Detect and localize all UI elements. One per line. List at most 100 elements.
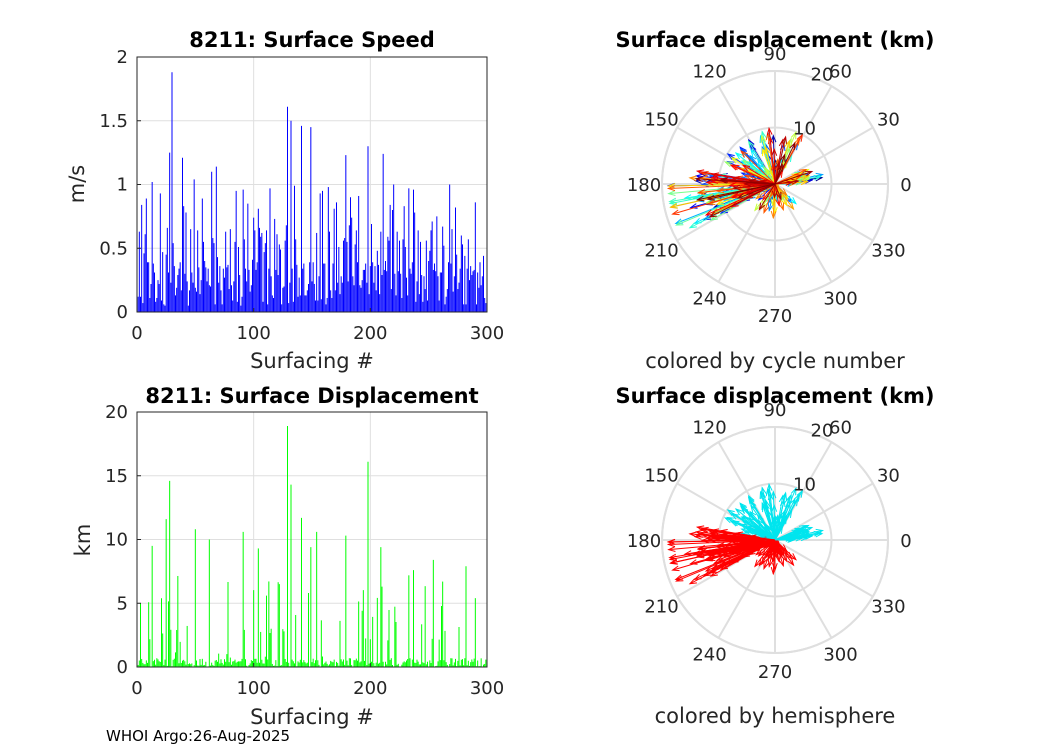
polar-hemisphere-vectors bbox=[666, 482, 825, 585]
polar-hemisphere-angle-label: 60 bbox=[829, 418, 852, 439]
polar-hemisphere-vector bbox=[774, 509, 786, 541]
polar-hemisphere-radius-label: 20 bbox=[810, 421, 833, 442]
speed-chart-title: 8211: Surface Speed bbox=[189, 28, 435, 52]
displacement-y-tick-label: 10 bbox=[105, 530, 128, 551]
polar-hemisphere-vector bbox=[758, 539, 776, 567]
polar-cycle-angle-label: 270 bbox=[758, 306, 792, 327]
polar-cycle-vector bbox=[774, 153, 786, 185]
polar-cycle-angle-label: 120 bbox=[692, 62, 726, 83]
polar-cycle-vector bbox=[765, 168, 776, 185]
polar-hemisphere-vector bbox=[774, 525, 808, 541]
polar-cycle-vector bbox=[774, 183, 788, 196]
polar-hemisphere-vector bbox=[774, 539, 788, 552]
polar-cycle-vector bbox=[774, 183, 782, 201]
speed-y-tick-label: 1 bbox=[117, 175, 128, 196]
speed-y-tick-label: 0.5 bbox=[99, 238, 128, 259]
polar-cycle-vector bbox=[741, 159, 776, 185]
polar-hemisphere-vector bbox=[763, 539, 776, 570]
polar-hemisphere-angle-label: 240 bbox=[692, 644, 726, 665]
displacement-bars bbox=[137, 426, 488, 667]
polar-cycle-vector bbox=[729, 164, 776, 185]
polar-hemisphere-vector bbox=[762, 503, 776, 541]
speed-y-tick-label: 2 bbox=[117, 47, 128, 68]
polar-hemisphere-spoke bbox=[774, 539, 874, 598]
polar-hemisphere-angle-label: 120 bbox=[692, 418, 726, 439]
speed-x-tick-label: 100 bbox=[236, 323, 270, 344]
polar-hemisphere-vector bbox=[771, 503, 778, 541]
displacement-chart-title: 8211: Surface Displacement bbox=[145, 384, 478, 408]
polar-hemisphere-angle-label: 270 bbox=[758, 662, 792, 683]
polar-hemisphere-angle-label: 330 bbox=[871, 597, 905, 618]
polar-cycle-radius-label: 20 bbox=[810, 65, 833, 86]
polar-cycle-vector bbox=[764, 145, 776, 185]
polar-hemisphere-subtitle: colored by hemisphere bbox=[655, 704, 896, 728]
speed-y-tick-label: 0 bbox=[117, 302, 128, 323]
polar-hemisphere-vector bbox=[708, 539, 776, 574]
polar-cycle-angle-label: 210 bbox=[644, 241, 678, 262]
polar-cycle-angle-label: 60 bbox=[829, 62, 852, 83]
displacement-y-tick-label: 0 bbox=[117, 657, 128, 678]
displacement-chart: 8211: Surface Displacement 0 100 200 300 0 5 1… bbox=[71, 384, 504, 729]
polar-cycle-angle-label: 30 bbox=[877, 110, 900, 131]
polar-hemisphere-vector bbox=[774, 526, 814, 541]
speed-bars bbox=[137, 72, 488, 312]
polar-hemisphere-vector bbox=[729, 520, 776, 541]
polar-cycle-angle-label: 0 bbox=[900, 175, 911, 196]
polar-cycle-angle-label: 330 bbox=[871, 241, 905, 262]
polar-cycle-title: Surface displacement (km) bbox=[615, 28, 934, 52]
polar-cycle-vector bbox=[736, 183, 776, 199]
polar-cycle-vector bbox=[774, 178, 800, 185]
polar-cycle-vector bbox=[762, 147, 776, 185]
polar-hemisphere-angle-labels: 0 30 60 90 120 150 180 210 240 270 300 330 10 20 bbox=[627, 400, 912, 683]
polar-hemisphere-vector bbox=[764, 501, 776, 541]
polar-hemisphere-vector bbox=[740, 506, 776, 541]
polar-hemisphere-vector bbox=[694, 532, 776, 541]
polar-hemisphere-angle-label: 300 bbox=[823, 644, 857, 665]
polar-cycle-vectors bbox=[666, 126, 825, 229]
footer-credit: WHOI Argo:26-Aug-2025 bbox=[106, 727, 290, 745]
polar-cycle-angle-labels: 0 30 60 90 120 150 180 210 240 270 300 330 10 20 bbox=[627, 44, 912, 327]
polar-cycle-vector bbox=[766, 126, 776, 185]
polar-hemisphere-vector bbox=[765, 524, 776, 541]
polar-cycle-radius-label: 10 bbox=[793, 118, 816, 139]
polar-hemisphere-vector bbox=[696, 539, 776, 558]
polar-hemisphere-chart: Surface displacement (km) 0 30 60 90 120 150 1… bbox=[615, 384, 934, 728]
polar-hemisphere-vector bbox=[771, 539, 778, 555]
polar-cycle-angle-label: 150 bbox=[644, 110, 678, 131]
polar-hemisphere-angle-label: 30 bbox=[877, 466, 900, 487]
polar-cycle-vector bbox=[758, 183, 776, 211]
polar-hemisphere-vector bbox=[774, 539, 795, 567]
displacement-y-tick-label: 5 bbox=[117, 593, 128, 614]
polar-cycle-angle-label: 180 bbox=[627, 175, 661, 196]
polar-hemisphere-angle-label: 210 bbox=[644, 597, 678, 618]
speed-y-label: m/s bbox=[65, 165, 89, 203]
polar-hemisphere-vector bbox=[732, 539, 776, 547]
displacement-y-label: km bbox=[71, 524, 95, 557]
polar-hemisphere-vector bbox=[741, 520, 776, 541]
polar-hemisphere-vector bbox=[774, 497, 796, 541]
polar-cycle-chart: Surface displacement (km) 0 30 60 90 120 150 1… bbox=[615, 28, 934, 373]
polar-cycle-spoke bbox=[774, 126, 874, 185]
polar-cycle-spoke bbox=[774, 183, 874, 242]
polar-cycle-vector bbox=[774, 169, 808, 185]
polar-cycle-vector bbox=[740, 150, 776, 185]
polar-cycle-vector bbox=[771, 147, 778, 185]
polar-hemisphere-spoke bbox=[774, 482, 874, 541]
speed-x-tick-label: 200 bbox=[353, 323, 387, 344]
polar-cycle-angle-label: 90 bbox=[764, 44, 787, 65]
polar-cycle-vector bbox=[694, 176, 776, 185]
polar-hemisphere-angle-label: 180 bbox=[627, 531, 661, 552]
displacement-y-tick-label: 15 bbox=[105, 466, 128, 487]
displacement-x-tick-label: 100 bbox=[236, 678, 270, 699]
speed-x-tick-label: 0 bbox=[131, 323, 142, 344]
polar-hemisphere-angle-label: 90 bbox=[764, 400, 787, 421]
polar-cycle-vector bbox=[774, 170, 814, 185]
displacement-ticks: 0 100 200 300 0 5 10 15 20 bbox=[105, 402, 504, 699]
displacement-x-label: Surfacing # bbox=[250, 705, 374, 729]
polar-cycle-angle-label: 240 bbox=[692, 288, 726, 309]
speed-x-label: Surfacing # bbox=[250, 349, 374, 373]
polar-cycle-subtitle: colored by cycle number bbox=[645, 349, 905, 373]
polar-cycle-vector bbox=[774, 183, 795, 211]
polar-hemisphere-vector bbox=[766, 482, 776, 541]
